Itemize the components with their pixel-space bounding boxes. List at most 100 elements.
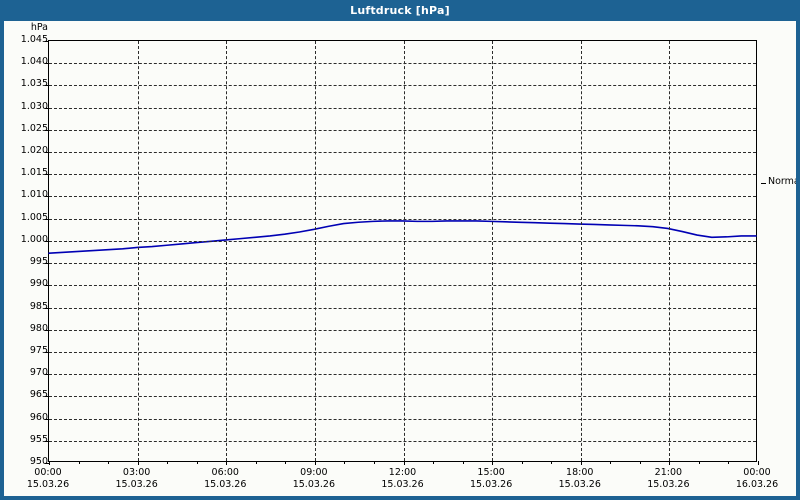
- gridline-horizontal: [49, 418, 756, 420]
- y-axis-tick: [45, 329, 49, 331]
- x-axis-label-time: 21:00: [654, 467, 683, 478]
- y-axis-tick: [45, 396, 49, 398]
- gridline-horizontal: [49, 218, 756, 220]
- y-axis-tick: [45, 440, 49, 442]
- y-axis-tick: [45, 285, 49, 287]
- x-axis-label: 03:00 15.03.26: [97, 467, 177, 491]
- y-axis-tick: [45, 152, 49, 154]
- x-axis-label-date: 15.03.26: [647, 479, 690, 490]
- y-axis-label: 1.010: [20, 189, 48, 201]
- y-axis-label: 980: [29, 322, 48, 334]
- y-axis-label: 1.000: [20, 233, 48, 245]
- x-axis-label: 00:00 15.03.26: [8, 467, 88, 491]
- y-axis-label: 1.020: [20, 145, 48, 157]
- x-axis-minor-tick: [698, 461, 700, 464]
- x-axis-minor-tick: [433, 461, 435, 464]
- x-axis-label-date: 15.03.26: [381, 479, 424, 490]
- gridline-vertical: [669, 41, 671, 461]
- gridline-horizontal: [49, 152, 756, 154]
- y-axis-label: 1.030: [20, 100, 48, 112]
- gridline-vertical: [137, 41, 139, 461]
- chart-surface: hPa 1.045 1.040 1.035 1.030 1.025 1.020 1.015 1…: [4, 21, 796, 496]
- normal-tick-mark: [761, 183, 766, 185]
- x-axis-minor-tick: [167, 461, 169, 464]
- gridline-horizontal: [49, 396, 756, 398]
- y-axis-label: 995: [29, 256, 48, 268]
- gridline-horizontal: [49, 329, 756, 331]
- normal-label: Normal: [768, 176, 796, 188]
- x-axis: 00:00 15.03.26 03:00 15.03.26 06:00 15.03.26 0…: [27, 462, 778, 496]
- x-axis-label: 09:00 15.03.26: [274, 467, 354, 491]
- y-axis-label: 960: [29, 411, 48, 423]
- y-axis-label: 1.025: [20, 122, 48, 134]
- plot-area: [45, 40, 759, 465]
- y-axis-tick: [45, 418, 49, 420]
- gridline-horizontal: [49, 307, 756, 309]
- x-axis-minor-tick: [639, 461, 641, 464]
- x-axis-minor-tick: [373, 461, 375, 464]
- y-axis-tick: [45, 218, 49, 220]
- series-path-luftdruck: [48, 220, 757, 255]
- x-axis-label-date: 15.03.26: [26, 479, 70, 490]
- x-axis-label-time: 15:00: [477, 467, 505, 478]
- y-axis-label: 1.045: [20, 34, 48, 45]
- y-axis-tick: [45, 85, 49, 87]
- y-axis-tick: [45, 174, 49, 176]
- x-axis-minor-tick: [255, 461, 257, 464]
- series-line-chart: [48, 220, 757, 255]
- y-axis-title: hPa: [30, 22, 48, 33]
- x-axis-label-date: 15.03.26: [115, 479, 158, 490]
- y-axis-label: 975: [29, 344, 48, 356]
- x-axis-tick: [137, 461, 139, 465]
- x-axis-tick: [403, 461, 405, 465]
- y-axis-label: 1.005: [20, 211, 48, 223]
- y-axis-tick: [45, 263, 49, 265]
- x-axis-label: 06:00 15.03.26: [185, 467, 265, 491]
- gridline-horizontal: [49, 196, 756, 198]
- gridline-horizontal: [49, 107, 756, 109]
- x-axis-minor-tick: [78, 461, 80, 464]
- y-axis-label: 970: [29, 367, 48, 379]
- x-axis-minor-tick: [108, 461, 110, 464]
- x-axis-tick: [492, 461, 494, 465]
- gridline-horizontal: [49, 85, 756, 87]
- y-axis-tick: [45, 196, 49, 198]
- x-axis-label-date: 15.03.26: [292, 479, 336, 490]
- y-axis-label: 1.040: [20, 56, 48, 68]
- x-axis-label-date: 16.03.26: [735, 479, 779, 490]
- gridline-horizontal: [49, 374, 756, 376]
- x-axis-tick: [758, 461, 759, 465]
- y-axis-label: 965: [29, 389, 48, 401]
- y-axis-tick: [45, 374, 49, 376]
- x-axis-minor-tick: [610, 461, 612, 464]
- x-axis-label-time: 00:00: [34, 467, 62, 478]
- x-axis-tick: [49, 461, 50, 465]
- y-axis-label: 1.015: [20, 167, 48, 179]
- y-axis-label: 990: [29, 278, 48, 290]
- x-axis-tick: [580, 461, 582, 465]
- x-axis-label-time: 00:00: [743, 467, 771, 478]
- x-axis-tick: [669, 461, 671, 465]
- x-axis-label: 00:00 16.03.26: [717, 467, 796, 491]
- x-axis-label: 12:00 15.03.26: [363, 467, 443, 491]
- x-axis-label: 21:00 15.03.26: [628, 467, 708, 491]
- x-axis-label-time: 12:00: [388, 467, 417, 478]
- y-axis-tick: [45, 351, 49, 353]
- x-axis-label: 15:00 15.03.26: [451, 467, 531, 491]
- x-axis-label-date: 15.03.26: [204, 479, 247, 490]
- x-axis-minor-tick: [285, 461, 287, 464]
- x-axis-tick: [226, 461, 228, 465]
- gridline-vertical: [314, 41, 316, 461]
- gridline-horizontal: [49, 240, 756, 242]
- y-axis-tick: [45, 107, 49, 109]
- gridline-vertical: [492, 41, 494, 461]
- gridline-horizontal: [49, 285, 756, 287]
- x-axis-label: 18:00 15.03.26: [540, 467, 620, 491]
- gridline-horizontal: [49, 63, 756, 65]
- y-axis-label: 1.035: [20, 78, 48, 90]
- gridline-horizontal: [49, 440, 756, 442]
- x-axis-minor-tick: [196, 461, 198, 464]
- x-axis-label-date: 15.03.26: [558, 479, 601, 490]
- gridline-vertical: [580, 41, 582, 461]
- gridline-vertical: [226, 41, 228, 461]
